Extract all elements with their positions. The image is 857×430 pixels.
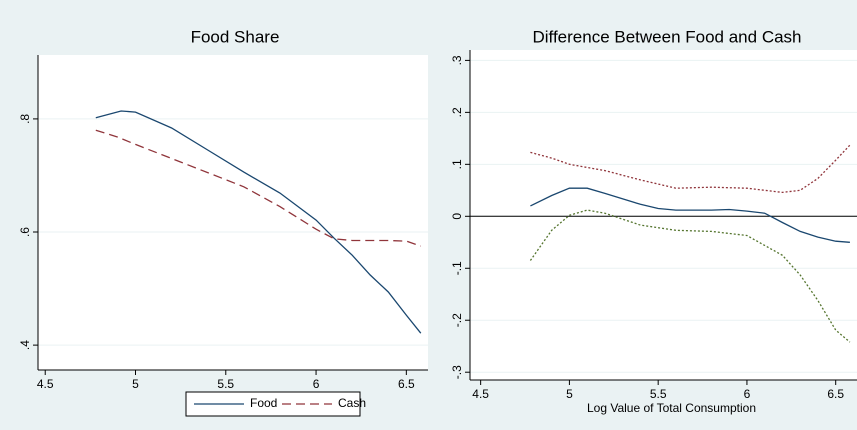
x-tick-label: 4.5	[472, 387, 489, 401]
x-axis-label: Log Value of Total Consumption	[587, 401, 756, 415]
chart-title: Difference Between Food and Cash	[532, 27, 801, 46]
y-tick-label: 0	[450, 213, 464, 220]
series-line	[530, 144, 851, 194]
plot-area	[38, 55, 428, 370]
series-line	[95, 129, 422, 247]
y-tick-label: .3	[450, 55, 464, 65]
chart-title: Food Share	[191, 27, 280, 46]
x-tick-label: 5.5	[217, 377, 234, 391]
plot-area	[470, 50, 857, 380]
y-tick-label: .4	[18, 340, 32, 350]
series-line	[95, 110, 422, 334]
x-tick-label: 5.5	[650, 387, 667, 401]
y-tick-label: .1	[450, 159, 464, 169]
y-tick-label: -.1	[450, 261, 464, 275]
y-tick-label: -.3	[450, 365, 464, 379]
x-tick-label: 5	[132, 377, 139, 391]
series-line	[530, 187, 850, 243]
x-tick-label: 6.5	[827, 387, 844, 401]
x-tick-label: 4.5	[37, 377, 54, 391]
y-tick-label: .8	[18, 114, 32, 124]
legend-label: Food	[250, 396, 277, 410]
y-tick-label: .6	[18, 227, 32, 237]
y-tick-label: .2	[450, 107, 464, 117]
x-tick-label: 5	[566, 387, 573, 401]
x-tick-label: 6	[744, 387, 751, 401]
x-tick-label: 6.5	[398, 377, 415, 391]
x-tick-label: 6	[313, 377, 320, 391]
legend-label: Cash	[338, 396, 366, 410]
y-tick-label: -.2	[450, 313, 464, 327]
